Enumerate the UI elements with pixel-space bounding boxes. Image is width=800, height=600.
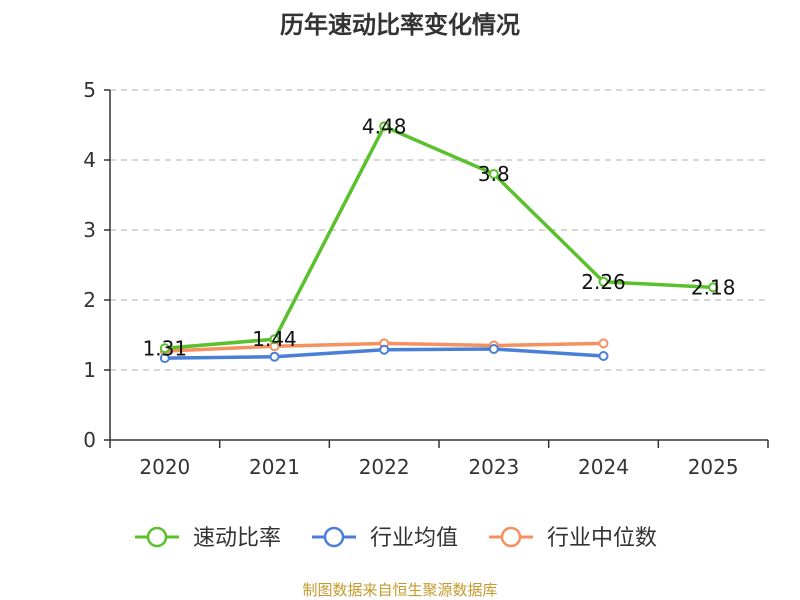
y-tick-label: 1	[83, 358, 96, 382]
legend-label: 行业均值	[370, 526, 458, 551]
y-tick-label: 0	[83, 428, 96, 452]
data-point	[598, 276, 609, 287]
x-tick-label: 2021	[249, 455, 300, 479]
legend-label: 行业中位数	[547, 526, 657, 551]
data-point	[379, 344, 390, 355]
data-label: 2.18	[691, 275, 736, 299]
legend-marker-icon	[500, 526, 522, 548]
x-tick-label: 2020	[139, 455, 190, 479]
legend-item-0[interactable]: 速动比率	[135, 526, 281, 551]
legend-item-2[interactable]: 行业中位数	[489, 526, 657, 551]
legend-item-1[interactable]: 行业均值	[312, 526, 458, 551]
x-tick-label: 2022	[359, 455, 410, 479]
data-label: 1.44	[252, 327, 297, 351]
x-tick-label: 2024	[578, 455, 629, 479]
data-labels: 1.31 1.44 4.48 3.8 2.26 2.18	[143, 114, 736, 360]
legend[interactable]: 速动比率 行业均值 行业中位数	[135, 526, 657, 551]
data-point	[269, 334, 280, 345]
chart-title: 历年速动比率变化情况	[280, 11, 520, 39]
data-label: 2.26	[581, 270, 626, 294]
axes: 0 1 2 3 4 5 2020 2021 2022 2023 2024 2025	[83, 78, 769, 479]
y-tick-label: 2	[83, 288, 96, 312]
data-point	[488, 344, 499, 354]
y-tick-label: 5	[83, 78, 96, 102]
data-label: 4.48	[362, 114, 407, 138]
series-line-0	[164, 124, 714, 351]
y-tick-label: 4	[83, 148, 96, 172]
grid-lines	[110, 89, 768, 371]
x-tick-label: 2025	[688, 455, 739, 479]
x-tick-label: 2023	[468, 455, 519, 479]
data-point	[379, 121, 390, 132]
data-label: 3.8	[478, 162, 510, 186]
data-point	[598, 338, 609, 349]
legend-marker-icon	[323, 526, 345, 548]
source-note: 制图数据来自恒生聚源数据库	[302, 581, 497, 599]
legend-marker-icon	[146, 526, 168, 548]
legend-label: 速动比率	[193, 526, 281, 551]
y-tick-label: 3	[83, 218, 96, 242]
data-point	[708, 282, 719, 293]
data-label: 1.31	[143, 336, 188, 360]
series-layer	[159, 121, 719, 364]
data-point	[159, 353, 170, 364]
data-point	[269, 351, 280, 362]
data-point	[159, 343, 170, 354]
data-point	[488, 169, 499, 179]
data-point	[598, 351, 609, 361]
